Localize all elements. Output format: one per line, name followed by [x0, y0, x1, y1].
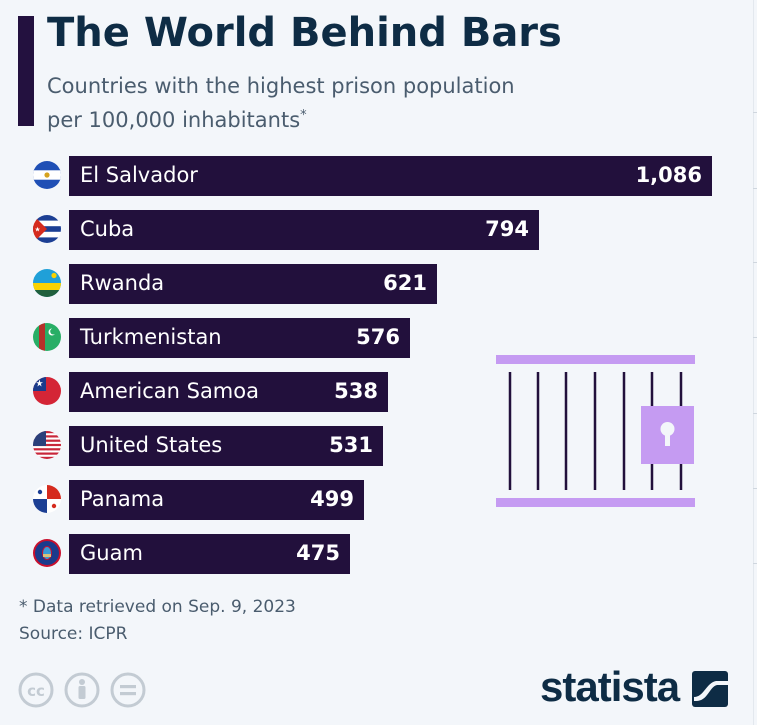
category-label: Turkmenistan [80, 325, 222, 349]
value-label: 499 [310, 487, 354, 511]
subtitle-footnote-marker: * [300, 108, 307, 123]
value-label: 621 [383, 271, 427, 295]
page-title: The World Behind Bars [47, 10, 562, 56]
value-label: 1,086 [635, 163, 702, 187]
source-note: Source: ICPR [19, 624, 128, 644]
prison-cell-icon [493, 352, 698, 516]
cuba-flag-icon [33, 215, 61, 243]
edge-tick [753, 413, 757, 414]
bar [69, 372, 388, 412]
bar [69, 156, 712, 196]
bar [69, 426, 383, 466]
category-label: United States [80, 433, 223, 457]
statista-logo: statista [540, 663, 732, 716]
value-label: 794 [485, 217, 529, 241]
category-label: Guam [80, 541, 143, 565]
panama-flag-icon [33, 485, 61, 513]
edge-tick [753, 262, 757, 263]
category-label: Cuba [80, 217, 135, 241]
brand-wordmark: statista [540, 666, 681, 710]
category-label: El Salvador [80, 163, 198, 187]
title-accent-bar [18, 16, 34, 126]
category-label: Rwanda [80, 271, 165, 295]
bar [69, 210, 539, 250]
license-icons: cc [18, 671, 150, 713]
bar [69, 480, 364, 520]
edge-tick [753, 188, 757, 189]
cc-icon: cc [18, 672, 54, 708]
category-label: Panama [80, 487, 165, 511]
value-label: 531 [329, 433, 373, 457]
bar [69, 318, 410, 358]
american-samoa-flag-icon [33, 377, 61, 405]
value-label: 576 [356, 325, 400, 349]
value-label: 475 [296, 541, 340, 565]
footnote: * Data retrieved on Sep. 9, 2023 [19, 597, 296, 617]
edge-tick [753, 112, 757, 113]
guam-flag-icon [33, 539, 61, 567]
el-salvador-flag-icon [33, 161, 61, 189]
category-label: American Samoa [80, 379, 259, 403]
attribution-icon [64, 672, 100, 708]
subtitle-line-1: Countries with the highest prison popula… [47, 74, 515, 98]
bar [69, 534, 350, 574]
edge-tick [753, 337, 757, 338]
value-label: 538 [334, 379, 378, 403]
edge-tick [753, 488, 757, 489]
statista-mark-icon [692, 671, 728, 707]
no-derivatives-icon [110, 672, 146, 708]
turkmenistan-flag-icon [33, 323, 61, 351]
svg-text:cc: cc [27, 682, 45, 700]
right-edge-line [753, 0, 754, 725]
rwanda-flag-icon [33, 269, 61, 297]
subtitle: Countries with the highest prison popula… [47, 72, 647, 135]
united-states-flag-icon [33, 431, 61, 459]
bar [69, 264, 437, 304]
edge-tick [753, 563, 757, 564]
subtitle-line-2: per 100,000 inhabitants [47, 108, 301, 132]
